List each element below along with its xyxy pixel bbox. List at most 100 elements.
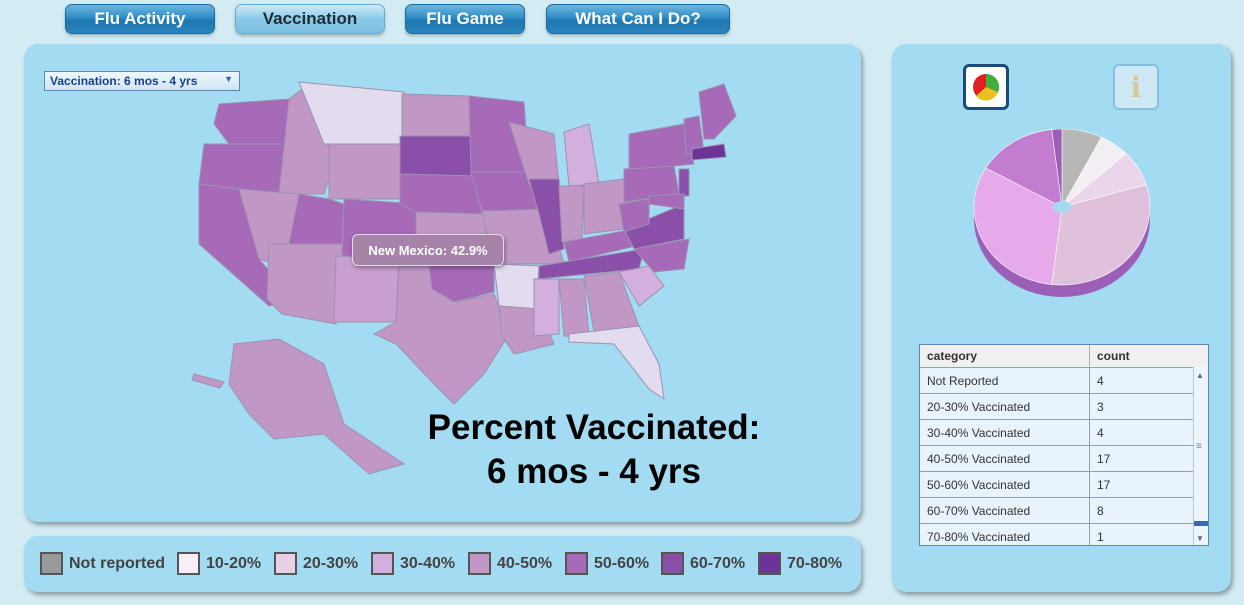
state-illinois bbox=[528, 178, 565, 255]
vaccination-age-dropdown[interactable]: Vaccination: 6 mos - 4 yrs ▼ bbox=[44, 71, 240, 91]
legend-label: Not reported bbox=[69, 554, 165, 572]
cell-count: 4 bbox=[1097, 425, 1104, 440]
map-title: Percent Vaccinated: 6 mos - 4 yrs bbox=[404, 406, 784, 494]
legend-item-30-40: 30-40% bbox=[371, 552, 455, 575]
table-row[interactable]: 70-80% Vaccinated 1 bbox=[920, 524, 1208, 545]
legend-swatch bbox=[758, 552, 781, 575]
legend-label: 20-30% bbox=[303, 554, 359, 572]
state-indiana bbox=[558, 185, 585, 243]
state-texas bbox=[372, 265, 510, 405]
category-count-table: category count Not Reported 4 20-30% Vac… bbox=[919, 344, 1209, 546]
state-nebraska bbox=[399, 173, 483, 215]
scroll-up-icon[interactable]: ▲ bbox=[1196, 371, 1204, 380]
scroll-thumb[interactable] bbox=[1194, 521, 1208, 526]
chevron-down-icon: ▼ bbox=[224, 74, 233, 84]
state-mississippi bbox=[533, 278, 560, 337]
pie-center-hole bbox=[1053, 201, 1071, 213]
cell-count: 17 bbox=[1097, 477, 1111, 492]
state-florida bbox=[568, 325, 665, 401]
legend-item-not-reported: Not reported bbox=[40, 552, 165, 575]
nav-flu-game[interactable]: Flu Game bbox=[405, 4, 525, 34]
legend-label: 30-40% bbox=[400, 554, 456, 572]
state-alabama bbox=[558, 278, 590, 337]
table-header: category count bbox=[920, 345, 1208, 368]
state-west-virginia bbox=[618, 198, 650, 233]
cell-count: 1 bbox=[1097, 529, 1104, 544]
state-new-york bbox=[628, 123, 695, 170]
info-icon: i bbox=[1130, 70, 1142, 104]
cell-count: 17 bbox=[1097, 451, 1111, 466]
state-south-dakota bbox=[399, 135, 472, 177]
table-row[interactable]: Not Reported 4 bbox=[920, 368, 1208, 394]
nav-what-can-i-do[interactable]: What Can I Do? bbox=[546, 4, 730, 34]
legend-swatch bbox=[565, 552, 588, 575]
table-row[interactable]: 60-70% Vaccinated 8 bbox=[920, 498, 1208, 524]
state-virginia bbox=[623, 203, 685, 250]
state-arizona bbox=[266, 243, 345, 325]
state-massachusetts bbox=[691, 143, 727, 161]
us-vaccination-map[interactable] bbox=[24, 44, 861, 522]
nav-vaccination[interactable]: Vaccination bbox=[235, 4, 385, 34]
pie-chart-icon bbox=[973, 74, 999, 101]
cell-category: 50-60% Vaccinated bbox=[920, 472, 1090, 497]
state-maine bbox=[698, 83, 737, 140]
pie-chart-view-button[interactable] bbox=[963, 64, 1009, 110]
state-alaska bbox=[228, 338, 406, 475]
state-new-jersey bbox=[678, 168, 690, 197]
pie-slice-5[interactable] bbox=[985, 129, 1063, 208]
table-row[interactable]: 20-30% Vaccinated 3 bbox=[920, 394, 1208, 420]
legend-item-60-70: 60-70% bbox=[661, 552, 745, 575]
cell-category: 30-40% Vaccinated bbox=[920, 420, 1090, 445]
legend-label: 60-70% bbox=[690, 554, 746, 572]
legend-item-70-80: 70-80% bbox=[758, 552, 842, 575]
legend-swatch bbox=[40, 552, 63, 575]
scroll-grip-icon: ≡ bbox=[1196, 441, 1202, 452]
state-south-carolina bbox=[618, 265, 665, 307]
legend-item-20-30: 20-30% bbox=[274, 552, 358, 575]
cell-category: Not Reported bbox=[920, 368, 1090, 393]
cell-category: 70-80% Vaccinated bbox=[920, 524, 1090, 545]
table-row[interactable]: 50-60% Vaccinated 17 bbox=[920, 472, 1208, 498]
scroll-down-icon[interactable]: ▼ bbox=[1196, 534, 1204, 543]
legend-item-50-60: 50-60% bbox=[565, 552, 649, 575]
state-north-carolina bbox=[633, 238, 690, 273]
state-north-dakota bbox=[401, 93, 472, 137]
column-header-count[interactable]: count bbox=[1097, 349, 1130, 363]
legend-panel: Not reported 10-20% 20-30% 30-40% 40-50%… bbox=[24, 536, 861, 592]
side-panel: i category count Not Reported 4 20-30% V… bbox=[892, 44, 1231, 592]
legend-label: 40-50% bbox=[497, 554, 553, 572]
info-view-button[interactable]: i bbox=[1113, 64, 1159, 110]
map-title-line2: 6 mos - 4 yrs bbox=[487, 452, 701, 491]
legend-swatch bbox=[661, 552, 684, 575]
state-wyoming bbox=[328, 143, 405, 200]
cell-category: 40-50% Vaccinated bbox=[920, 446, 1090, 471]
cell-category: 20-30% Vaccinated bbox=[920, 394, 1090, 419]
state-maryland bbox=[648, 193, 685, 210]
legend-swatch bbox=[468, 552, 491, 575]
table-scrollbar[interactable]: ▲ ≡ ▼ bbox=[1193, 367, 1208, 545]
dropdown-value: Vaccination: 6 mos - 4 yrs bbox=[50, 74, 198, 88]
table-row[interactable]: 40-50% Vaccinated 17 bbox=[920, 446, 1208, 472]
legend-swatch bbox=[371, 552, 394, 575]
state-tooltip: New Mexico: 42.9% bbox=[352, 234, 504, 266]
state-washington bbox=[213, 98, 295, 145]
legend-label: 50-60% bbox=[594, 554, 650, 572]
state-arkansas bbox=[493, 263, 540, 310]
legend-label: 70-80% bbox=[787, 554, 843, 572]
category-pie-chart bbox=[973, 129, 1151, 297]
map-panel: Vaccination: 6 mos - 4 yrs ▼ New Mexico:… bbox=[24, 44, 861, 522]
table-row[interactable]: 30-40% Vaccinated 4 bbox=[920, 420, 1208, 446]
cell-category: 60-70% Vaccinated bbox=[920, 498, 1090, 523]
state-ohio bbox=[583, 178, 625, 235]
legend-item-10-20: 10-20% bbox=[177, 552, 261, 575]
map-title-line1: Percent Vaccinated: bbox=[427, 408, 761, 447]
pie-slice-3[interactable] bbox=[1051, 184, 1151, 286]
cell-count: 3 bbox=[1097, 399, 1104, 414]
pie-slice-4[interactable] bbox=[973, 167, 1063, 285]
column-header-category[interactable]: category bbox=[920, 345, 1090, 367]
nav-flu-activity[interactable]: Flu Activity bbox=[65, 4, 215, 34]
legend-swatch bbox=[274, 552, 297, 575]
state-michigan bbox=[563, 123, 600, 187]
state-utah bbox=[288, 193, 345, 245]
pie-slice-6[interactable] bbox=[1051, 129, 1063, 208]
